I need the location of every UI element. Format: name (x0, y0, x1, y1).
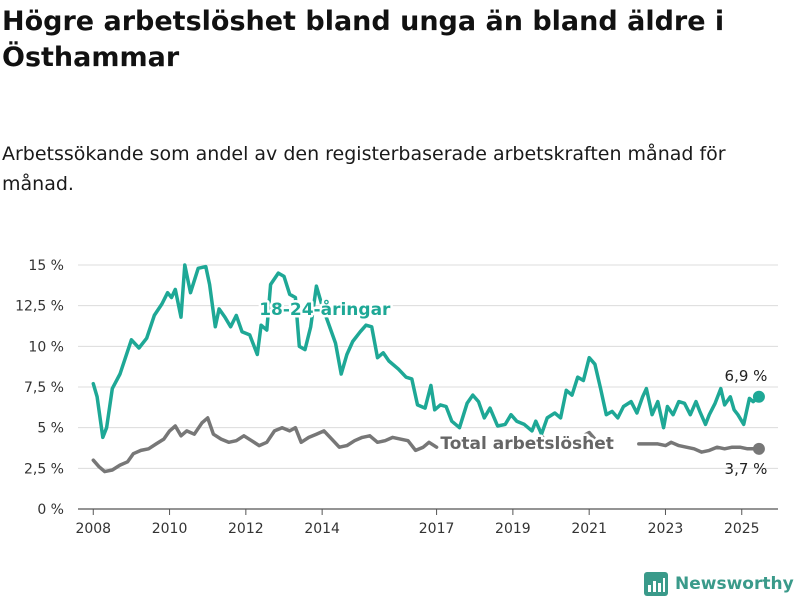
y-tick-label: 7,5 % (24, 380, 64, 396)
page-subtitle: Arbetssökande som andel av den registerb… (2, 143, 726, 195)
label-layer: 6,9 %3,7 %18-24-åringar18-24-åringarTota… (257, 295, 768, 478)
x-tick-label: 2017 (419, 521, 455, 537)
x-tick-label: 2019 (495, 521, 531, 537)
x-tick-label: 2021 (571, 521, 607, 537)
series-line-total-arbetsloshet-segment (637, 440, 761, 454)
x-tick-label: 2023 (648, 521, 684, 537)
x-tick-label: 2010 (152, 521, 188, 537)
series-label: Total arbetslöshet (440, 434, 614, 454)
series-line-total-arbetsloshet-segment (539, 434, 548, 443)
series-line-total-arbetsloshet (91, 416, 439, 474)
series-endpoint-18-24-aringar (752, 390, 765, 403)
x-tick-label: 2012 (228, 521, 264, 537)
series-line-18-24-aringar (91, 263, 761, 440)
series-label-halo: Total arbetslöshet (440, 434, 614, 454)
y-tick-label: 12,5 % (15, 299, 64, 315)
y-tick-label: 5 % (37, 421, 64, 437)
end-label-total-arbetsloshet: 3,7 % (725, 460, 768, 478)
axis-layer: 0 % 2,5 % 5 % 7,5 % 10 % 12,5 % 15 % 2008 2010 20… (15, 258, 760, 537)
brand-logo: Newsworthy (644, 569, 794, 599)
end-label-18-24-aringar: 6,9 % (725, 367, 768, 385)
x-tick-label: 2025 (724, 521, 760, 537)
series-endpoint-total-arbetsloshet (752, 442, 765, 455)
x-tick-label: 2008 (75, 521, 111, 537)
bar-chart-logo-icon (644, 572, 668, 596)
x-tick-label: 2014 (304, 521, 340, 537)
page-title: Högre arbetslöshet bland unga än bland ä… (2, 6, 725, 73)
y-tick-label: 2,5 % (24, 461, 64, 477)
y-tick-label: 0 % (37, 502, 64, 518)
series-label: 18-24-åringar (259, 298, 391, 320)
grid-layer (78, 264, 778, 510)
y-tick-label: 15 % (28, 258, 64, 274)
brand-name: Newsworthy (675, 574, 794, 594)
y-tick-label: 10 % (28, 339, 64, 355)
series-line-total-arbetsloshet-segment (581, 430, 597, 441)
series-layer (91, 263, 765, 474)
series-label-halo: 18-24-åringar (259, 298, 391, 320)
